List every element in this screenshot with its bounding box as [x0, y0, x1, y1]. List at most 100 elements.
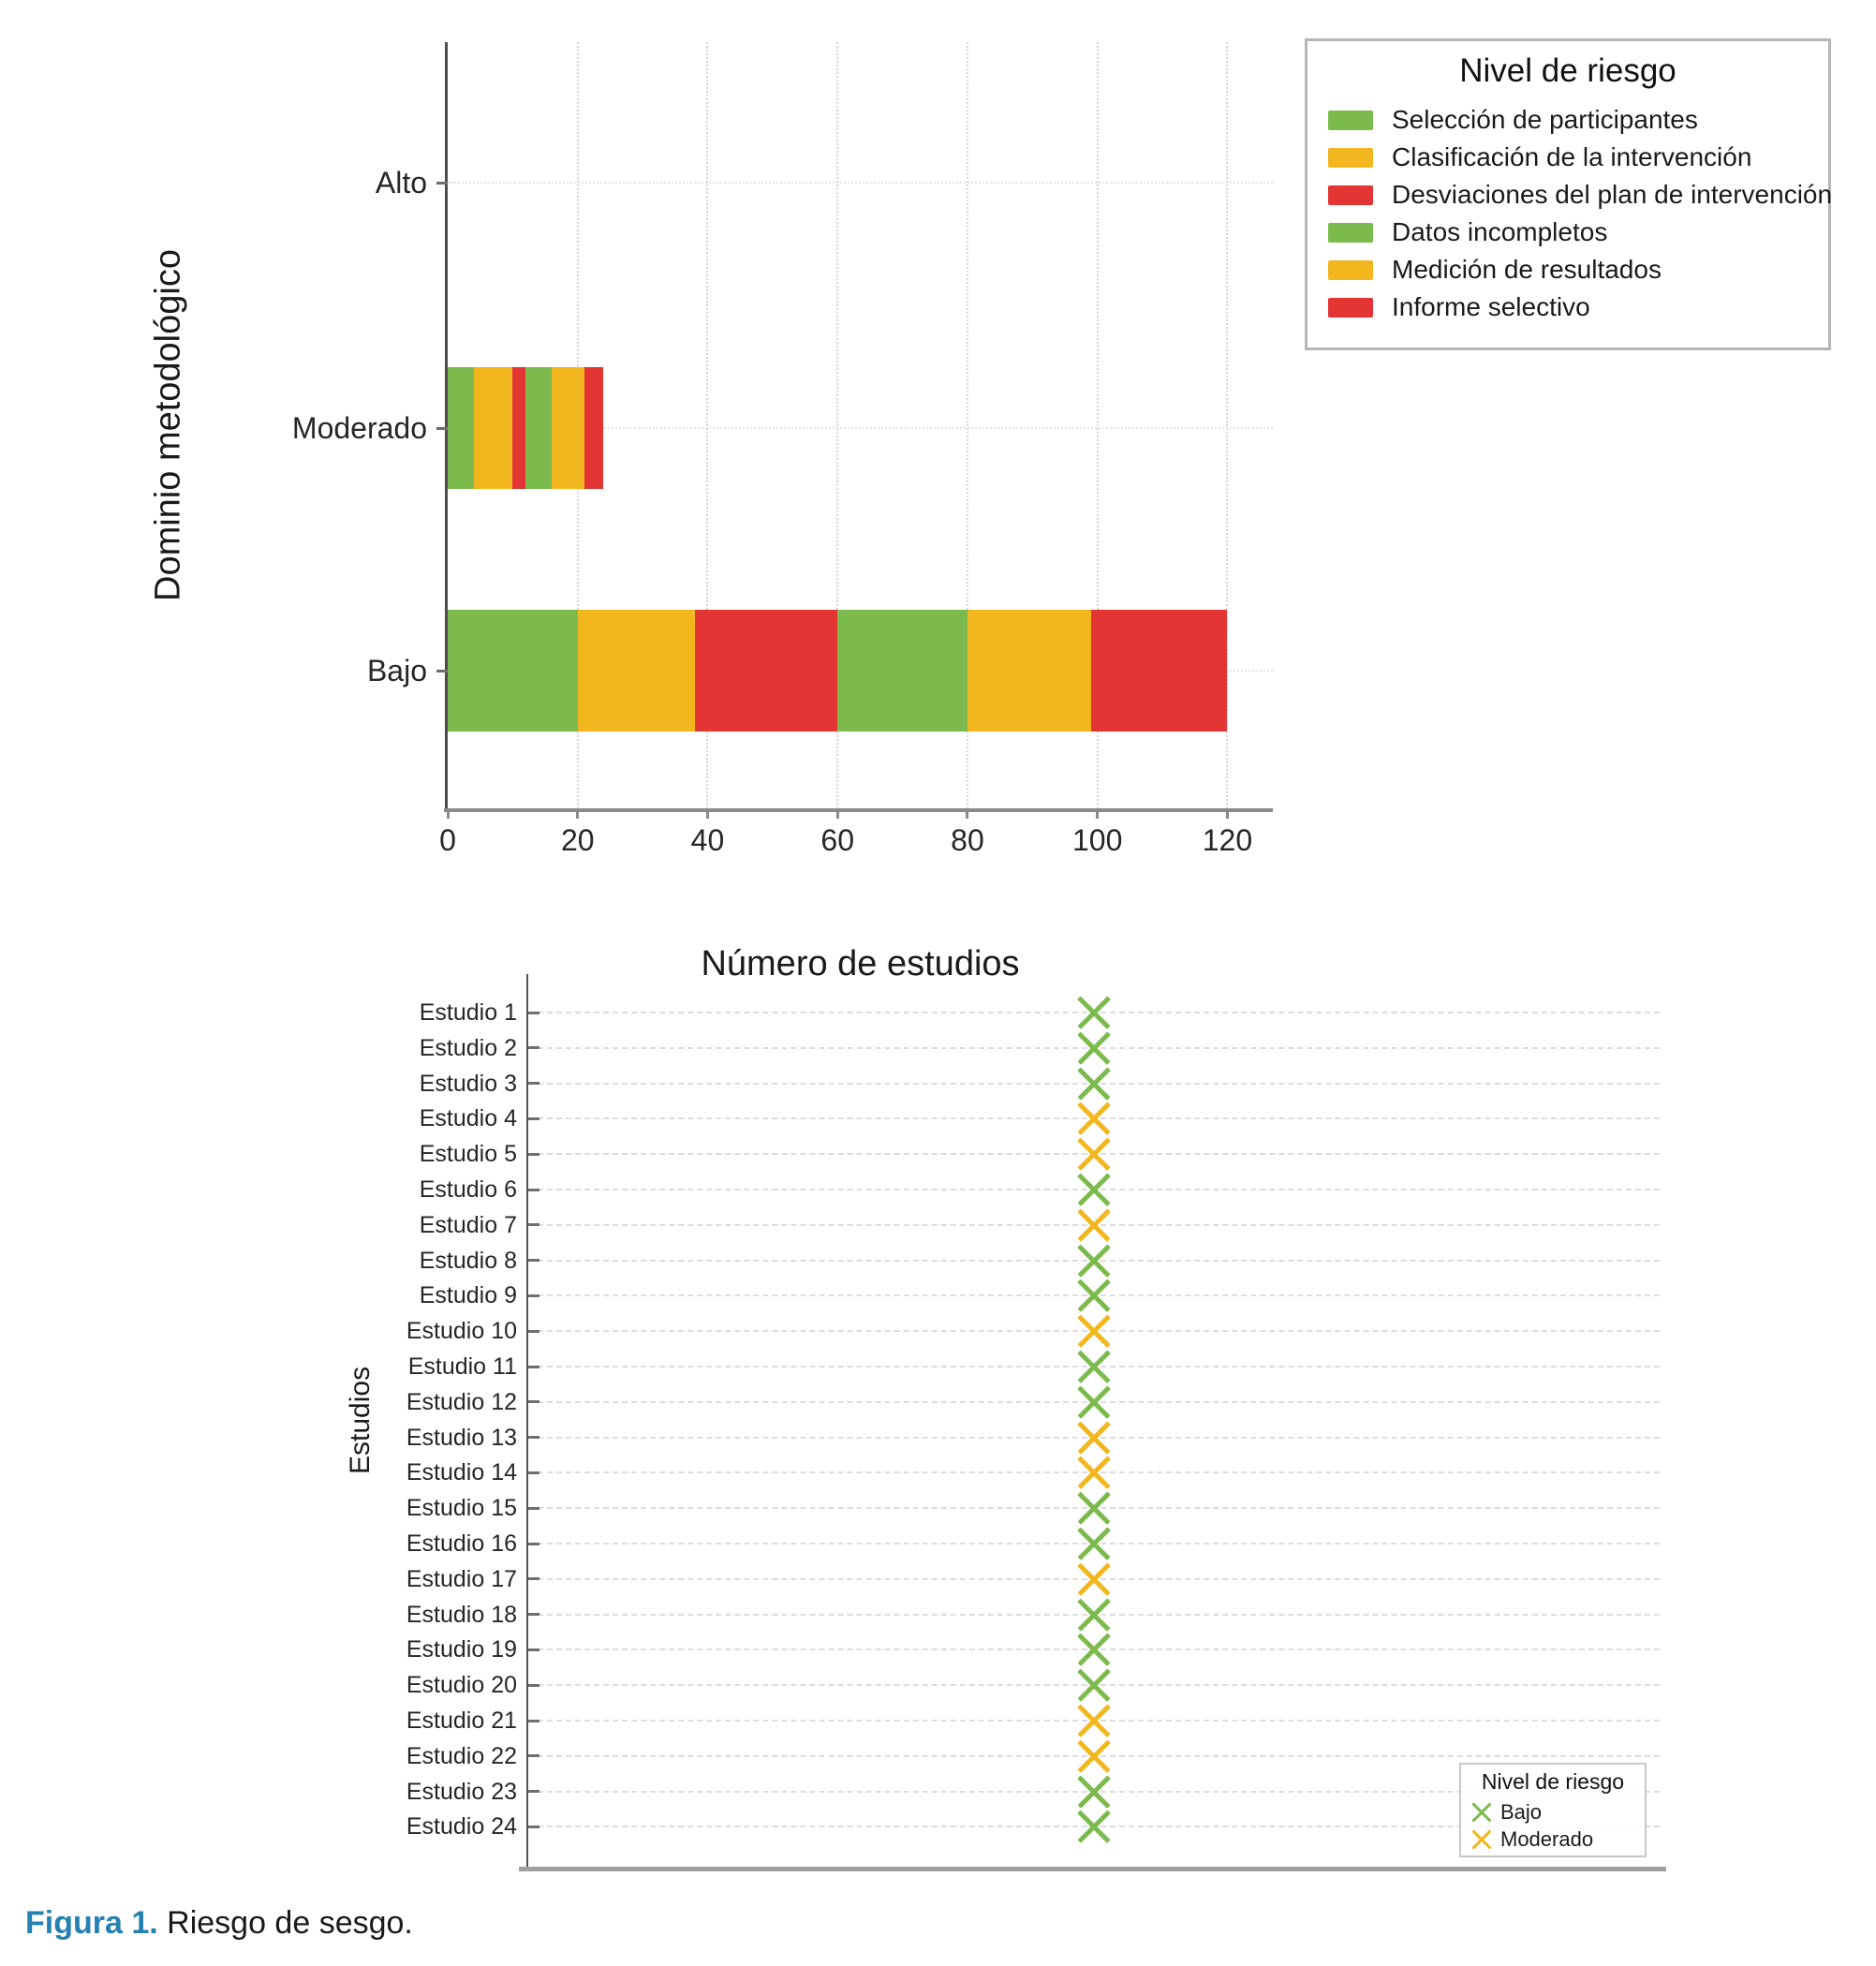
studies-legend: Nivel de riesgo Bajo Moderado [1459, 1763, 1647, 1857]
x-tick-label: 40 [690, 823, 725, 857]
studies-legend-items: Bajo Moderado [1461, 1798, 1645, 1853]
x-tick-mark [576, 808, 580, 819]
legend-item: Moderado [1461, 1826, 1645, 1853]
bar-segment [694, 610, 838, 732]
legend-marker [1471, 1801, 1492, 1823]
bar-segment [448, 367, 474, 489]
study-marker [1077, 1314, 1111, 1348]
bar-segment [967, 610, 1091, 732]
row-label: Estudio 6 [419, 1176, 517, 1203]
row-label: Estudio 1 [419, 999, 517, 1026]
row-tick-mark [528, 1116, 539, 1120]
x-gridline [966, 42, 968, 808]
legend-item: Clasificación de la intervención [1307, 139, 1828, 176]
row-label: Estudio 9 [419, 1282, 517, 1309]
row-tick-mark [528, 1188, 539, 1191]
y-tick-label: Moderado [291, 411, 427, 445]
y-tick-mark [436, 426, 448, 430]
legend-item: Selección de participantes [1307, 101, 1828, 139]
legend-item: Desviaciones del plan de intervención [1307, 176, 1832, 214]
row-tick-mark [528, 1365, 539, 1368]
study-marker [1077, 1456, 1111, 1489]
domain-legend-title: Nivel de riesgo [1459, 52, 1677, 89]
legend-swatch [1328, 147, 1373, 168]
x-tick-label: 60 [820, 823, 855, 857]
study-marker [1077, 1704, 1111, 1737]
row-label: Estudio 20 [406, 1672, 517, 1699]
row-label: Estudio 2 [419, 1034, 517, 1061]
legend-item-label: Clasificación de la intervención [1392, 142, 1752, 171]
bar-segment [1090, 610, 1228, 732]
caption-text: Riesgo de sesgo. [157, 1905, 413, 1941]
row-tick-mark [528, 1329, 539, 1333]
row-label: Estudio 17 [406, 1565, 517, 1592]
study-marker [1077, 1527, 1111, 1560]
studies-bottom-spine [519, 1867, 1666, 1871]
x-tick-mark [446, 808, 450, 819]
study-marker [1077, 1810, 1111, 1843]
y-tick-mark [436, 669, 448, 673]
legend-swatch [1328, 222, 1373, 243]
row-label: Estudio 8 [419, 1247, 517, 1274]
x-tick-label: 0 [439, 823, 456, 857]
row-tick-mark [528, 1506, 539, 1510]
bar-segment [512, 367, 526, 489]
category-gridline [448, 427, 1273, 429]
study-marker [1077, 1633, 1111, 1666]
row-label: Estudio 23 [406, 1778, 517, 1805]
study-marker [1077, 1562, 1111, 1596]
row-tick-mark [528, 1082, 539, 1086]
legend-item-label: Informe selectivo [1392, 292, 1590, 321]
study-marker [1077, 1385, 1111, 1419]
x-gridline [836, 42, 839, 808]
x-tick-label: 20 [560, 823, 595, 857]
figure-caption: Figura 1. Riesgo de sesgo. [25, 1905, 413, 1942]
legend-item-label: Bajo [1500, 1799, 1543, 1824]
domain-legend: Nivel de riesgo Selección de participant… [1305, 38, 1832, 350]
domain-y-axis-title: Dominio metodológico [148, 249, 188, 601]
study-marker [1077, 1031, 1111, 1065]
row-tick-mark [528, 1683, 539, 1687]
row-label: Estudio 4 [419, 1105, 517, 1132]
legend-item-label: Desviaciones del plan de intervención [1392, 180, 1833, 209]
row-tick-mark [528, 1436, 539, 1440]
legend-item-label: Moderado [1500, 1826, 1594, 1851]
x-tick-mark [1225, 808, 1229, 819]
study-marker [1077, 1668, 1111, 1702]
legend-swatch [1328, 185, 1373, 205]
row-label: Estudio 14 [406, 1459, 517, 1486]
row-tick-mark [528, 1046, 539, 1050]
study-marker [1077, 1421, 1111, 1455]
domain-x-axis-title: Número de estudios [701, 944, 1020, 983]
row-label: Estudio 3 [419, 1070, 517, 1097]
legend-marker [1471, 1828, 1492, 1850]
x-tick-mark [966, 808, 969, 819]
legend-item: Informe selectivo [1307, 288, 1828, 326]
study-marker [1077, 1598, 1111, 1632]
row-tick-mark [528, 1011, 539, 1014]
bar-segment [473, 367, 513, 489]
row-label: Estudio 10 [406, 1318, 517, 1345]
x-gridline [1096, 42, 1099, 808]
row-tick-mark [528, 1400, 539, 1404]
legend-item-label: Selección de participantes [1392, 105, 1698, 134]
row-tick-mark [528, 1577, 539, 1581]
bar-segment [448, 610, 578, 732]
row-label: Estudio 11 [407, 1353, 517, 1380]
row-label: Estudio 16 [406, 1530, 517, 1557]
row-tick-mark [528, 1719, 539, 1722]
studies-left-spine [525, 974, 528, 1867]
x-tick-mark [705, 808, 709, 819]
legend-item: Datos incompletos [1307, 214, 1828, 251]
bar-segment [525, 367, 552, 489]
row-tick-mark [528, 1471, 539, 1474]
y-tick-mark [436, 181, 448, 185]
legend-item: Bajo [1461, 1798, 1645, 1826]
bar-segment [837, 610, 968, 732]
bar-segment [577, 610, 695, 732]
row-label: Estudio 19 [406, 1636, 517, 1663]
legend-item-label: Datos incompletos [1392, 217, 1608, 246]
study-marker [1077, 1137, 1111, 1171]
bar-segment [551, 367, 584, 489]
x-tick-label: 120 [1202, 823, 1253, 857]
